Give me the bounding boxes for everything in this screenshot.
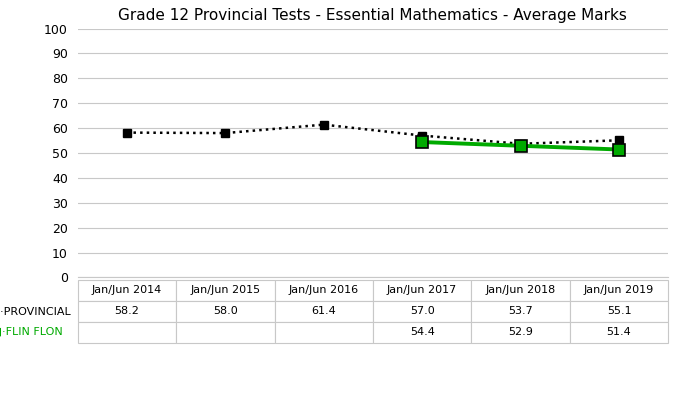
Title: Grade 12 Provincial Tests - Essential Mathematics - Average Marks: Grade 12 Provincial Tests - Essential Ma… — [119, 8, 627, 23]
